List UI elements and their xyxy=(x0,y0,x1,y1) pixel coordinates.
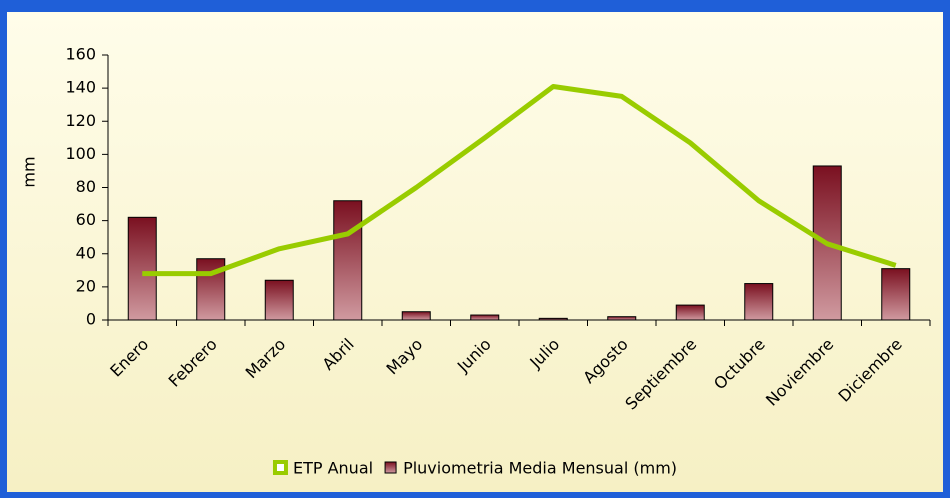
legend-label: Pluviometria Media Mensual (mm) xyxy=(403,459,677,478)
y-tick-label: 60 xyxy=(76,210,96,229)
line xyxy=(142,83,897,277)
bar xyxy=(264,279,294,321)
y-tick-label: 120 xyxy=(65,111,96,130)
bar xyxy=(470,314,500,321)
y-tick-label: 140 xyxy=(65,78,96,97)
bar xyxy=(333,200,363,321)
y-tick-label: 100 xyxy=(65,144,96,163)
legend-label: ETP Anual xyxy=(293,459,373,478)
y-axis-label: mm xyxy=(20,156,39,187)
bar xyxy=(881,268,911,321)
y-tick-label: 20 xyxy=(76,276,96,295)
bar xyxy=(675,304,705,321)
bar xyxy=(744,283,774,321)
background xyxy=(7,12,943,492)
legend: ETP Anual Pluviometria Media Mensual (mm) xyxy=(272,459,677,478)
y-tick-label: 0 xyxy=(86,310,96,329)
legend-marker xyxy=(384,461,397,474)
y-tick-label: 80 xyxy=(76,177,96,196)
y-tick-label: 40 xyxy=(76,243,96,262)
bar xyxy=(127,216,157,321)
legend-marker xyxy=(272,460,288,475)
y-tick-label: 160 xyxy=(65,45,96,64)
bar xyxy=(401,311,431,321)
